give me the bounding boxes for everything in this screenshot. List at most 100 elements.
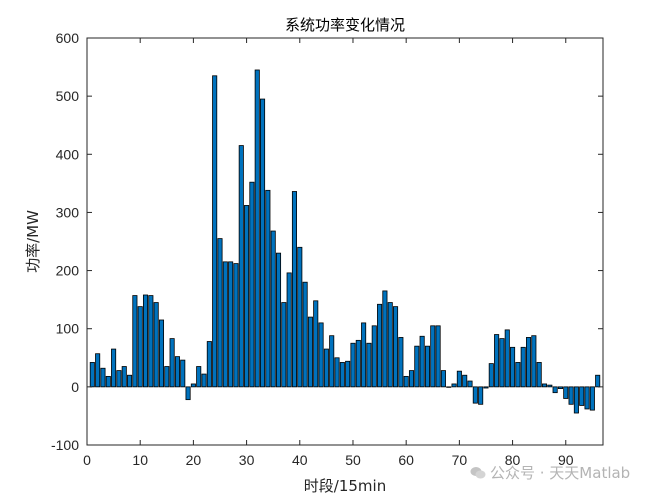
bar	[318, 322, 324, 388]
bar	[414, 345, 420, 388]
bar	[329, 335, 335, 388]
bar	[164, 366, 170, 388]
bar	[366, 342, 372, 388]
y-tick-label: 300	[56, 204, 80, 220]
x-tick-label: 10	[132, 452, 148, 468]
bar	[169, 338, 175, 388]
bar	[382, 290, 388, 388]
bar	[595, 374, 601, 388]
plot-frame	[86, 37, 604, 446]
y-tick-label: 0	[71, 379, 79, 395]
x-tick-label: 60	[398, 452, 414, 468]
bar	[424, 345, 430, 388]
y-tick-label: 500	[56, 88, 80, 104]
x-tick-label: 40	[292, 452, 308, 468]
x-tick-label: 30	[239, 452, 255, 468]
bar	[148, 295, 154, 388]
bar	[462, 374, 468, 388]
bar	[260, 98, 266, 388]
bar	[307, 316, 313, 388]
bar	[541, 383, 548, 388]
bar	[377, 303, 383, 388]
bar	[419, 335, 425, 388]
bar	[153, 302, 159, 388]
y-tick-label: 400	[56, 146, 80, 162]
bar	[201, 373, 207, 388]
x-tick-label: 70	[452, 452, 468, 468]
bar	[408, 370, 415, 388]
y-tick-label: -100	[51, 437, 79, 453]
bar	[217, 238, 223, 388]
bar	[345, 360, 351, 388]
bar	[313, 300, 319, 388]
bar	[547, 384, 553, 388]
bar	[212, 75, 218, 388]
x-axis: 0 10 20 30 40 50 60 70 80 90	[83, 38, 574, 468]
bar	[387, 302, 393, 388]
bar	[185, 386, 191, 401]
bar	[515, 362, 521, 388]
bar	[228, 261, 234, 388]
bar	[371, 325, 377, 388]
bar	[323, 348, 329, 388]
y-tick-label: 600	[56, 30, 80, 46]
bar	[265, 189, 271, 388]
bar	[254, 69, 260, 388]
bar	[579, 386, 585, 406]
bar	[472, 386, 478, 404]
bar	[196, 366, 202, 388]
y-axis-label: 功率/MW	[24, 210, 42, 273]
bar	[244, 205, 250, 388]
bar	[286, 272, 292, 388]
bar	[291, 191, 297, 388]
bar	[249, 181, 255, 388]
y-axis: -100 0 100 200 300 400 500 600	[51, 30, 603, 453]
bar	[206, 341, 212, 388]
bar	[584, 386, 590, 410]
bar	[488, 363, 494, 388]
x-tick-label: 20	[186, 452, 202, 468]
watermark: 公众号 · 天天Matlab	[470, 462, 630, 483]
bar	[510, 346, 516, 388]
bar	[132, 295, 138, 388]
x-tick-label: 50	[345, 452, 361, 468]
bar	[451, 383, 457, 388]
bar	[430, 325, 436, 388]
bar	[100, 367, 106, 388]
bar	[180, 359, 186, 388]
y-tick-label: 100	[56, 321, 80, 337]
bar	[89, 362, 95, 388]
bar	[361, 322, 367, 388]
bar	[95, 353, 101, 388]
bar	[568, 386, 574, 405]
bar	[557, 386, 563, 389]
chart-title: 系统功率变化情况	[285, 16, 405, 34]
bar	[270, 230, 276, 388]
bar	[222, 261, 228, 388]
bar	[403, 375, 409, 388]
bar	[281, 302, 287, 388]
bar	[563, 386, 569, 399]
bar	[334, 357, 340, 388]
bar	[536, 362, 542, 388]
bar	[552, 386, 558, 394]
bar	[297, 246, 303, 388]
bar	[158, 319, 165, 388]
bar	[398, 337, 404, 388]
bar	[526, 337, 532, 388]
bar	[121, 366, 127, 388]
bar	[302, 281, 308, 388]
bars-group	[89, 69, 601, 414]
bar	[467, 380, 473, 388]
bar	[142, 294, 149, 388]
bar	[494, 334, 500, 388]
wechat-icon	[470, 467, 486, 479]
bar	[116, 370, 122, 388]
x-tick-label: 0	[83, 452, 91, 468]
bar	[355, 339, 361, 388]
bar	[275, 252, 282, 388]
bar	[105, 375, 111, 388]
bar	[589, 386, 595, 411]
bar	[339, 362, 345, 388]
bar	[440, 370, 446, 388]
